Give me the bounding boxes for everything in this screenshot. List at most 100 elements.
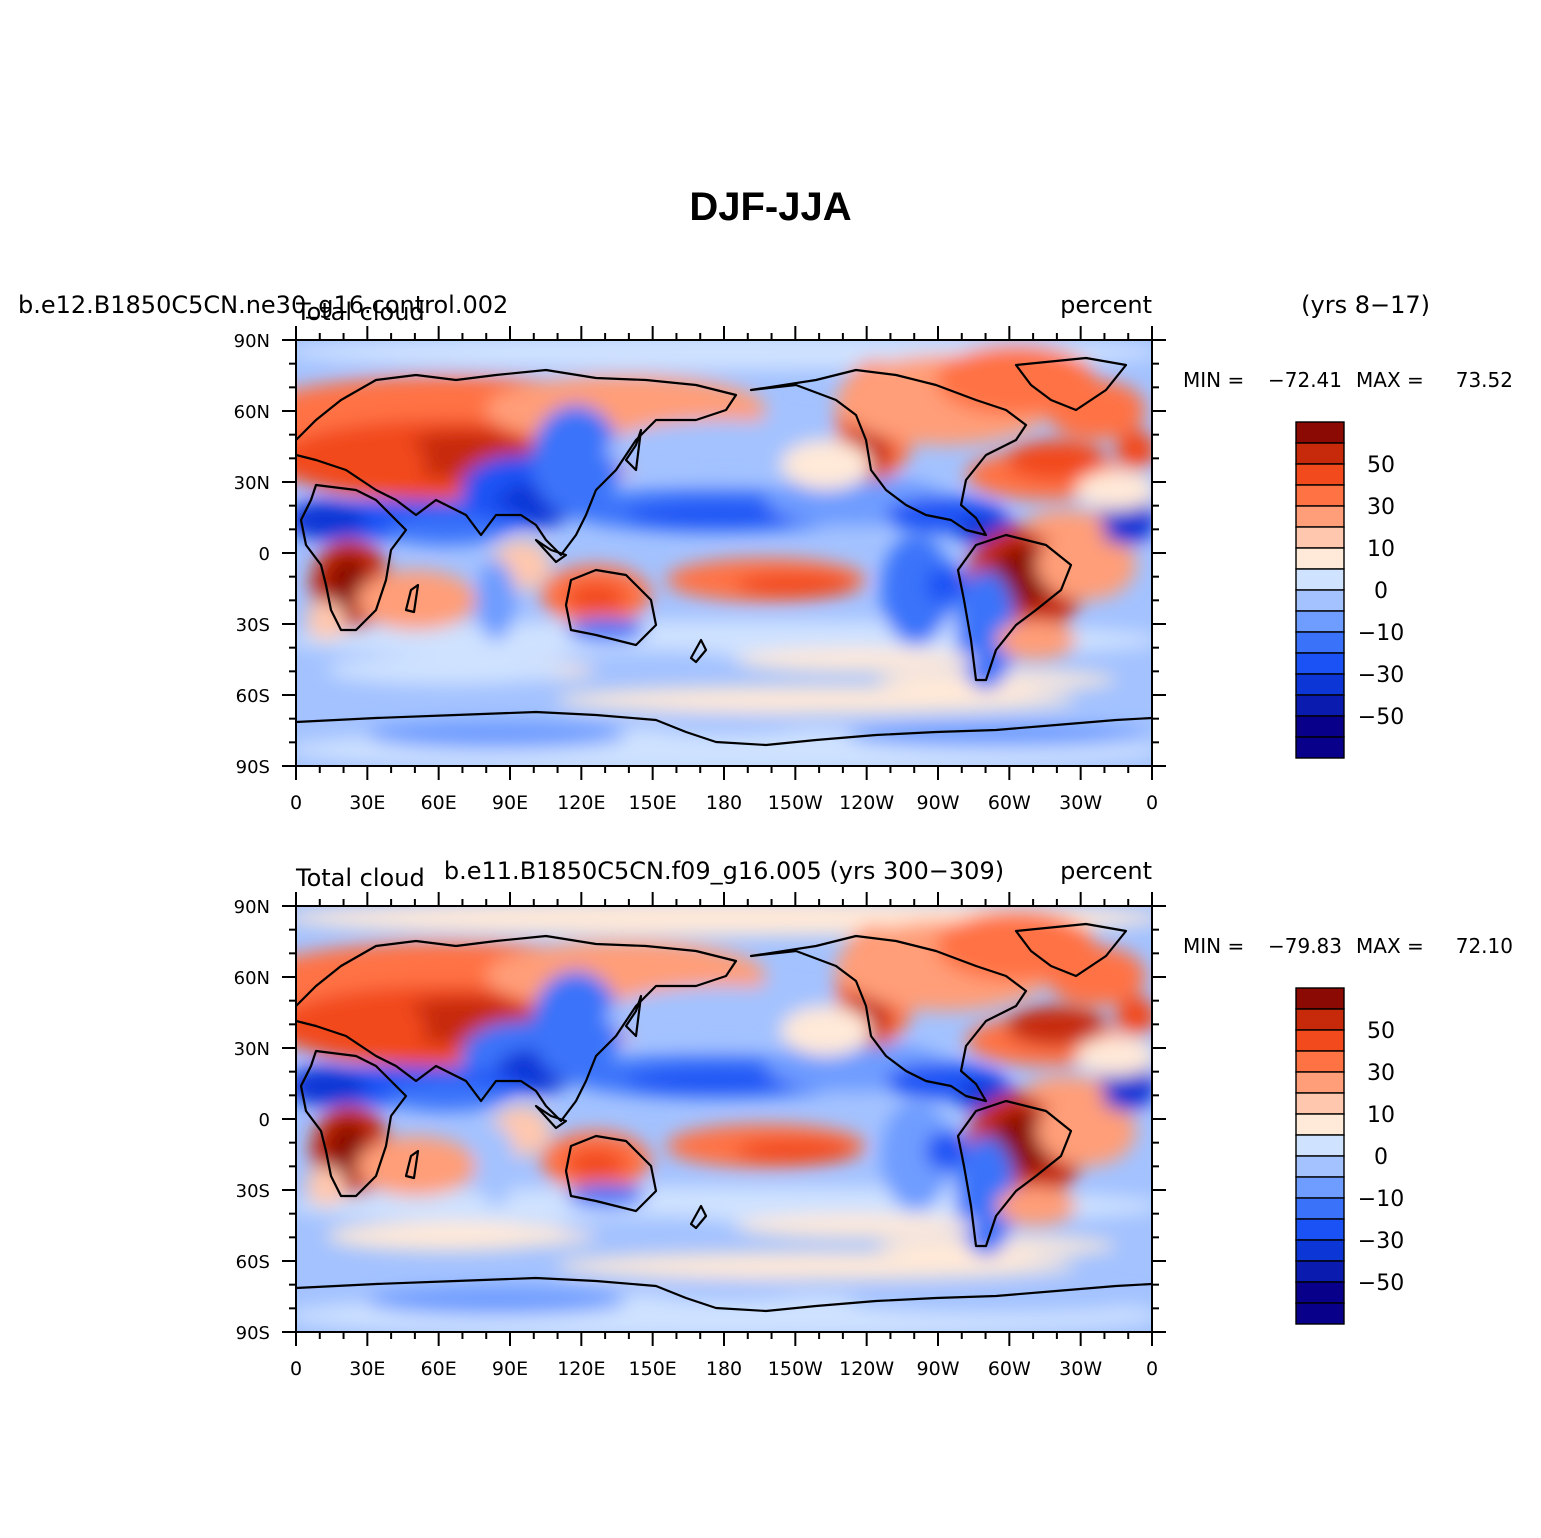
colorbar-tick-label: −30 (1358, 663, 1404, 688)
contour-region (1026, 510, 1106, 540)
colorbar-box (1295, 1008, 1345, 1031)
contour-region (846, 1289, 1146, 1313)
longitude-label: 30W (1059, 1358, 1102, 1380)
coastlines (296, 922, 1152, 1313)
map-panel-bottom: 90N 60N 30N 0 30S 60S 90S 0 30E 60E 90E 120E 150E 18… (234, 857, 1513, 1380)
colorbar-box (1295, 736, 1345, 759)
colorbar-box (1295, 1218, 1345, 1241)
coastline (296, 1276, 1152, 1313)
latitude-label: 30S (236, 615, 270, 636)
colorbar-box (1295, 589, 1345, 612)
longitude-label: 120W (839, 1358, 894, 1380)
cloud-difference-field (296, 906, 1152, 1332)
latitude-label: 60S (236, 1252, 270, 1273)
contour-region (736, 648, 976, 672)
coastline (1014, 922, 1128, 978)
longitude-label: 120E (557, 792, 605, 814)
colorbar-box (1295, 1050, 1345, 1073)
longitude-label: 30E (349, 792, 385, 814)
contour-region (1076, 470, 1152, 510)
colorbar-box (1295, 421, 1345, 444)
years-label: (yrs 8−17) (1301, 291, 1430, 319)
contour-region (306, 1001, 426, 1051)
latitude-label: 90N (234, 331, 270, 352)
colorbar-box (1295, 463, 1345, 486)
longitude-labels: 0 30E 60E 90E 120E 150E 180 150W 120W 90W 60W 30W 0 (290, 792, 1158, 814)
colorbar-box (1295, 673, 1345, 696)
contour-region (1046, 380, 1146, 440)
coastline (749, 368, 1028, 537)
latitude-labels: 90N 60N 30N 0 30S 60S 90S (234, 331, 270, 778)
colorbar-tick-label: −10 (1358, 621, 1404, 646)
contour-region (476, 1126, 516, 1206)
contour-region (306, 600, 346, 640)
colorbar-box (1295, 631, 1345, 654)
longitude-label: 150E (629, 792, 677, 814)
contour-region (386, 1081, 506, 1111)
coastlines (296, 356, 1152, 747)
contour-region (366, 1287, 626, 1315)
contour-region (556, 650, 736, 670)
contour-region (1006, 440, 1106, 480)
longitude-label: 180 (706, 792, 742, 814)
latitude-label: 30N (234, 473, 270, 494)
colorbar-tick-label: −10 (1358, 1187, 1404, 1212)
colorbar-tick-label: −50 (1358, 1271, 1404, 1296)
colorbar-tick-label: 0 (1374, 579, 1388, 604)
contour-region (736, 573, 856, 597)
colorbar-box (1295, 1113, 1345, 1136)
coastline (404, 583, 420, 614)
longitude-label: 60E (421, 792, 457, 814)
units-label: percent (1060, 857, 1152, 885)
coastline (956, 1099, 1073, 1248)
coastline (749, 934, 1028, 1103)
longitude-label: 60W (988, 792, 1031, 814)
latitude-label: 60N (234, 968, 270, 989)
contour-region (736, 1139, 856, 1163)
colorbar-box (1295, 1281, 1345, 1304)
longitude-label: 0 (1146, 1358, 1158, 1380)
colorbar-tick-label: 30 (1367, 495, 1395, 520)
coastline (296, 710, 1152, 747)
contour-region (566, 618, 646, 642)
min-value: −79.83 (1268, 934, 1342, 958)
case-name: b.e11.B1850C5CN.f09_g16.005 (yrs 300−309… (444, 857, 1004, 885)
colorbar-box (1295, 694, 1345, 717)
colorbar-box (1295, 568, 1345, 591)
colorbar-box (1295, 505, 1345, 528)
colorbar-box (1295, 987, 1345, 1010)
colorbar-tick-label: 0 (1374, 1145, 1388, 1170)
coastline (404, 1149, 420, 1180)
contour-region (926, 565, 966, 605)
coastline (296, 368, 738, 557)
colorbar-box (1295, 547, 1345, 570)
figure-title: DJF-JJA (689, 185, 852, 229)
contour-region (781, 1006, 871, 1056)
colorbar-box (1295, 526, 1345, 549)
contour-region (646, 1281, 806, 1301)
latitude-label: 30N (234, 1039, 270, 1060)
contour-region (996, 1186, 1076, 1226)
colorbar-tick-label: 50 (1367, 1019, 1395, 1044)
longitude-label: 60E (421, 1358, 457, 1380)
colorbar-tick-label: 10 (1367, 1103, 1395, 1128)
contour-region (626, 1069, 806, 1093)
contour-region (1036, 1096, 1136, 1166)
contour-region (996, 620, 1076, 660)
longitude-label: 120E (557, 1358, 605, 1380)
contour-region (556, 686, 1076, 714)
coastline (534, 1104, 568, 1130)
colorbar-labels: 50 30 10 0 −10 −30 −50 (1358, 1019, 1404, 1296)
longitude-label: 150W (768, 1358, 823, 1380)
colorbar-box (1295, 1260, 1345, 1283)
contour-region (566, 1184, 646, 1208)
contour-region (881, 535, 951, 645)
longitude-label: 0 (290, 792, 302, 814)
contour-region (846, 723, 1146, 747)
contour-region (736, 1214, 976, 1238)
colorbar-box (1295, 1239, 1345, 1262)
coastline (624, 994, 643, 1038)
contour-region (1076, 1036, 1152, 1076)
contour-region (296, 1066, 366, 1106)
units-label: percent (1060, 291, 1152, 319)
